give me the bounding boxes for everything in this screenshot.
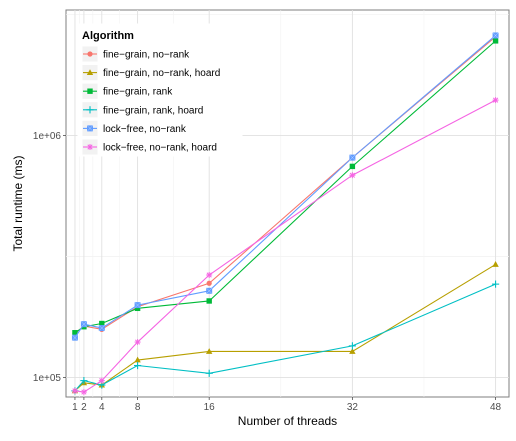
data-point [492, 32, 499, 39]
legend-label: fine−grain, no−rank [103, 50, 190, 61]
data-point [71, 387, 78, 394]
data-point [134, 305, 141, 312]
data-point [492, 261, 499, 267]
series-5 [71, 97, 499, 396]
legend-key-marker [87, 144, 93, 150]
data-point [71, 334, 79, 341]
y-tick-label: 1e+05 [33, 373, 62, 384]
legend-title: Algorithm [82, 30, 134, 42]
legend-label: fine−grain, no−rank, hoard [103, 68, 220, 79]
x-tick-label: 8 [135, 402, 141, 413]
data-point [133, 361, 142, 370]
data-point [98, 324, 105, 332]
data-point [492, 38, 499, 44]
data-point [205, 348, 213, 354]
x-tick-label: 48 [490, 402, 502, 413]
data-point [349, 348, 356, 354]
data-point [206, 272, 213, 279]
legend-box [77, 23, 243, 157]
legend-item: fine−grain, no−rank [81, 45, 190, 63]
series-4 [71, 32, 499, 341]
x-tick-label: 32 [347, 402, 359, 413]
data-point [349, 154, 356, 161]
legend-key-marker [86, 106, 94, 114]
legend-item: lock−free, no−rank [81, 120, 187, 137]
data-point [492, 97, 499, 104]
x-axis-title: Number of threads [238, 414, 337, 428]
data-point [206, 287, 213, 294]
data-point [80, 389, 87, 396]
legend-label: fine−grain, rank, hoard [103, 105, 203, 116]
legend-key-marker [87, 88, 93, 94]
x-tick-label: 4 [99, 402, 105, 413]
data-point [99, 320, 105, 327]
legend-key-marker [86, 125, 94, 132]
data-point [491, 280, 500, 288]
data-point [134, 339, 141, 346]
y-axis-title: Total runtime (ms) [11, 155, 25, 251]
legend-item: fine−grain, rank [81, 82, 173, 100]
x-tick-label: 1 [72, 402, 78, 413]
data-point [134, 301, 141, 309]
legend-label: lock−free, no−rank [103, 124, 187, 135]
data-point [80, 320, 88, 328]
data-point [205, 369, 213, 377]
series-3 [71, 280, 500, 395]
data-point [348, 342, 356, 350]
legend-item: fine−grain, rank, hoard [81, 101, 203, 119]
data-point [98, 377, 105, 384]
data-point [80, 377, 88, 385]
x-tick-label: 2 [81, 402, 87, 413]
data-point [349, 163, 356, 170]
series-layer [71, 32, 500, 396]
legend-label: fine−grain, rank [103, 87, 173, 98]
data-point [72, 330, 78, 336]
y-tick-label: 1e+06 [33, 131, 62, 142]
x-tick-label: 16 [204, 402, 216, 413]
legend-item: lock−free, no−rank, hoard [81, 138, 217, 156]
legend-label: lock−free, no−rank, hoard [103, 143, 217, 154]
legend-key-marker [87, 51, 93, 57]
data-point [349, 172, 356, 179]
legend-item: fine−grain, no−rank, hoard [81, 64, 220, 81]
data-point [206, 298, 212, 304]
data-point [134, 356, 141, 363]
data-point [206, 280, 212, 286]
legend-key-marker [86, 69, 94, 75]
legend: Algorithm fine−grain, no−rank fine−grain, … [77, 23, 243, 157]
